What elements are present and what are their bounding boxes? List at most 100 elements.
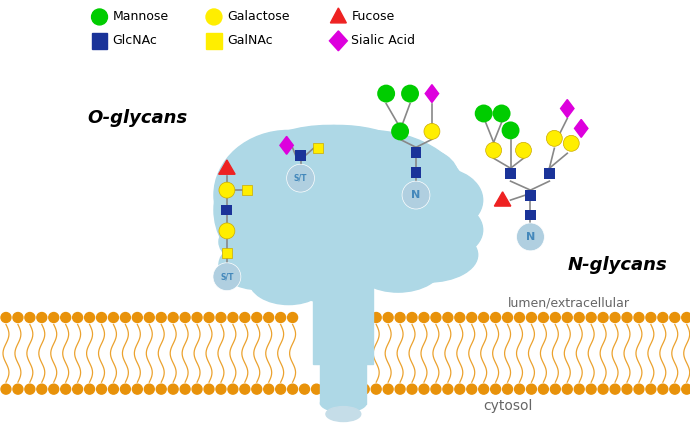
Ellipse shape <box>319 178 398 233</box>
Circle shape <box>91 9 107 25</box>
Circle shape <box>502 384 513 394</box>
Circle shape <box>13 384 23 394</box>
Circle shape <box>443 384 453 394</box>
Ellipse shape <box>308 198 368 233</box>
Polygon shape <box>561 100 574 118</box>
Circle shape <box>516 142 532 158</box>
Bar <box>505 168 516 178</box>
Circle shape <box>287 164 315 192</box>
Bar <box>295 150 306 161</box>
Text: lumen/extracellular: lumen/extracellular <box>507 296 629 310</box>
Circle shape <box>502 313 513 323</box>
Circle shape <box>546 130 562 146</box>
Circle shape <box>443 313 453 323</box>
Circle shape <box>622 313 632 323</box>
Bar <box>544 168 555 178</box>
Bar <box>525 209 536 221</box>
Circle shape <box>109 313 119 323</box>
Circle shape <box>527 313 536 323</box>
Circle shape <box>562 313 572 323</box>
Circle shape <box>240 313 249 323</box>
Circle shape <box>109 384 119 394</box>
Ellipse shape <box>249 136 328 185</box>
Circle shape <box>634 384 644 394</box>
Circle shape <box>574 313 584 323</box>
Polygon shape <box>280 136 293 154</box>
Circle shape <box>25 313 35 323</box>
Circle shape <box>180 313 190 323</box>
Circle shape <box>395 313 405 323</box>
Circle shape <box>670 313 680 323</box>
Circle shape <box>562 384 572 394</box>
Circle shape <box>658 313 668 323</box>
Ellipse shape <box>219 220 288 264</box>
Circle shape <box>49 384 59 394</box>
Circle shape <box>252 313 262 323</box>
Circle shape <box>493 105 511 122</box>
Circle shape <box>132 384 142 394</box>
Circle shape <box>395 384 405 394</box>
Ellipse shape <box>393 200 483 260</box>
Circle shape <box>475 105 493 122</box>
Circle shape <box>216 384 226 394</box>
Circle shape <box>455 313 465 323</box>
Circle shape <box>121 313 130 323</box>
Circle shape <box>96 313 107 323</box>
Polygon shape <box>574 119 588 137</box>
Circle shape <box>598 384 608 394</box>
Text: O-glycans: O-glycans <box>87 109 188 127</box>
Circle shape <box>586 384 596 394</box>
Circle shape <box>479 313 489 323</box>
Circle shape <box>658 384 668 394</box>
Circle shape <box>407 313 417 323</box>
Circle shape <box>527 384 536 394</box>
Circle shape <box>383 313 393 323</box>
Circle shape <box>407 384 417 394</box>
Circle shape <box>252 384 262 394</box>
Circle shape <box>1 313 11 323</box>
Text: S/T: S/T <box>294 174 307 183</box>
Circle shape <box>431 313 441 323</box>
Circle shape <box>486 142 502 158</box>
Circle shape <box>312 384 322 394</box>
Circle shape <box>371 384 381 394</box>
Circle shape <box>276 313 286 323</box>
Text: GlcNAc: GlcNAc <box>112 34 157 47</box>
Circle shape <box>670 384 680 394</box>
Circle shape <box>383 384 393 394</box>
Circle shape <box>610 313 620 323</box>
Circle shape <box>228 313 238 323</box>
Circle shape <box>219 182 235 198</box>
Circle shape <box>538 313 548 323</box>
Circle shape <box>682 313 692 323</box>
Circle shape <box>156 384 166 394</box>
Circle shape <box>467 313 477 323</box>
Circle shape <box>228 384 238 394</box>
Bar <box>313 143 324 153</box>
Circle shape <box>598 313 608 323</box>
Ellipse shape <box>326 407 361 422</box>
Ellipse shape <box>224 145 313 205</box>
Circle shape <box>37 313 46 323</box>
Text: Mannose: Mannose <box>112 10 168 24</box>
Ellipse shape <box>308 233 408 287</box>
Circle shape <box>219 223 235 239</box>
Circle shape <box>1 384 11 394</box>
Ellipse shape <box>349 133 428 187</box>
Circle shape <box>204 313 214 323</box>
Circle shape <box>213 263 241 290</box>
Circle shape <box>371 313 381 323</box>
Circle shape <box>335 384 345 394</box>
Circle shape <box>299 384 310 394</box>
Circle shape <box>538 384 548 394</box>
Bar <box>410 167 421 178</box>
Circle shape <box>192 384 202 394</box>
Circle shape <box>73 384 82 394</box>
Circle shape <box>240 384 249 394</box>
Circle shape <box>491 384 500 394</box>
Ellipse shape <box>324 160 473 280</box>
Circle shape <box>204 384 214 394</box>
Circle shape <box>516 223 545 251</box>
Ellipse shape <box>393 168 483 233</box>
Circle shape <box>377 85 395 103</box>
